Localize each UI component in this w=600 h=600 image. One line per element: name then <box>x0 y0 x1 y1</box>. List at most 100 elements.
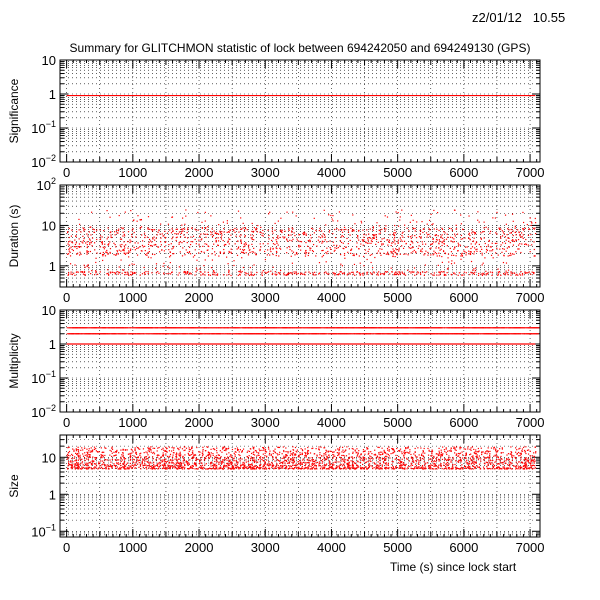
data-point <box>293 458 295 460</box>
data-point <box>505 467 507 469</box>
data-point <box>455 228 457 230</box>
data-point <box>79 251 81 253</box>
data-point <box>470 251 472 253</box>
data-point <box>454 452 456 454</box>
data-point <box>228 269 230 271</box>
data-point <box>240 239 242 242</box>
data-point <box>191 457 193 459</box>
data-point <box>114 244 116 246</box>
data-point <box>305 455 307 457</box>
multiplicity-point <box>194 327 199 329</box>
data-point <box>459 448 461 450</box>
data-point <box>99 467 101 469</box>
data-point <box>117 230 120 232</box>
data-point <box>205 236 207 238</box>
data-point <box>442 446 444 448</box>
data-point <box>423 461 425 463</box>
data-point <box>498 458 500 461</box>
data-point <box>78 238 80 240</box>
data-point <box>496 211 498 214</box>
data-point <box>234 466 236 468</box>
data-points <box>66 209 537 277</box>
data-point <box>389 457 391 459</box>
data-point <box>474 466 476 468</box>
data-point <box>441 242 443 244</box>
data-point <box>182 230 184 232</box>
data-point <box>127 273 129 275</box>
data-point <box>289 465 292 467</box>
data-point <box>507 453 510 455</box>
data-point <box>88 242 91 244</box>
data-point <box>213 230 215 232</box>
data-point <box>336 273 339 276</box>
data-point <box>214 254 216 256</box>
data-point <box>506 247 508 249</box>
data-point <box>158 229 160 232</box>
data-point <box>385 462 387 464</box>
data-point <box>343 451 345 453</box>
data-point <box>418 245 420 247</box>
data-point <box>393 250 395 252</box>
data-point <box>498 272 500 274</box>
data-point <box>129 249 132 251</box>
data-point <box>172 230 174 232</box>
data-point <box>98 462 100 465</box>
data-point <box>215 458 217 461</box>
data-point <box>139 227 142 229</box>
data-point <box>533 241 535 243</box>
data-point <box>175 464 177 466</box>
data-point <box>165 458 167 460</box>
data-point <box>85 458 88 460</box>
data-point <box>107 236 109 238</box>
data-point <box>490 463 492 465</box>
data-point <box>441 454 443 456</box>
data-point <box>437 458 440 460</box>
data-point <box>130 271 132 273</box>
data-point <box>271 464 273 467</box>
data-point <box>379 232 382 234</box>
data-point <box>390 250 392 253</box>
data-point <box>77 467 79 469</box>
data-point <box>447 236 449 238</box>
data-point <box>100 460 102 462</box>
data-point <box>248 249 250 251</box>
data-point <box>459 452 462 454</box>
data-point <box>502 466 504 468</box>
data-point <box>387 453 390 456</box>
data-point <box>515 239 517 241</box>
data-point <box>216 274 219 276</box>
data-point <box>178 266 180 268</box>
data-point <box>457 245 459 247</box>
data-point <box>421 248 423 250</box>
data-point <box>171 271 173 274</box>
data-point <box>400 239 402 241</box>
data-point <box>470 459 473 461</box>
data-point <box>86 265 88 267</box>
data-point <box>221 234 223 236</box>
data-point <box>409 449 411 451</box>
data-point <box>148 447 150 449</box>
data-point <box>130 240 132 242</box>
data-point <box>231 468 233 470</box>
data-point <box>339 245 341 247</box>
data-point <box>156 450 158 452</box>
data-point <box>313 232 315 234</box>
data-point <box>108 273 110 276</box>
data-point <box>509 241 511 244</box>
data-point <box>390 252 392 254</box>
data-point <box>278 255 280 257</box>
data-point <box>211 248 214 250</box>
data-point <box>286 247 288 249</box>
data-point <box>202 245 204 247</box>
data-point <box>395 465 397 468</box>
data-point <box>277 220 279 222</box>
data-point <box>162 235 164 237</box>
data-point <box>465 254 467 256</box>
data-point <box>129 456 131 459</box>
data-point <box>412 227 414 229</box>
data-point <box>144 236 146 239</box>
data-point <box>465 461 467 463</box>
data-point <box>195 271 197 273</box>
data-point <box>386 456 388 458</box>
data-point <box>130 274 133 276</box>
